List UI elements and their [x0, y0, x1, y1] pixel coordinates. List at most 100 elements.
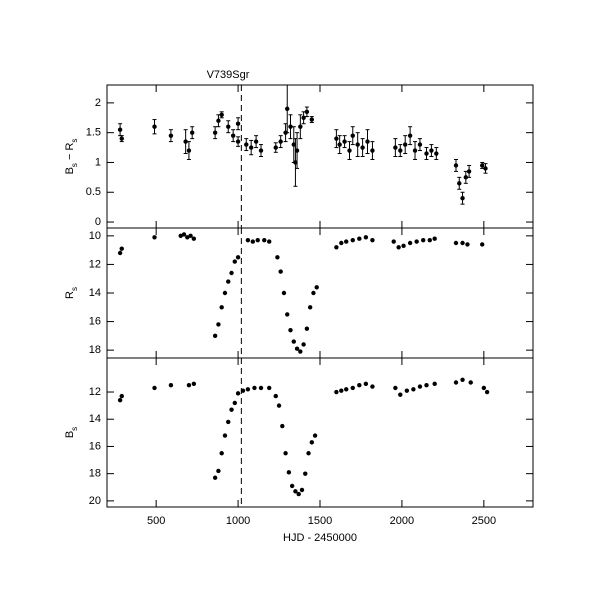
data-point [334, 245, 339, 250]
data-point [393, 145, 398, 150]
data-point [216, 468, 221, 474]
data-point [216, 322, 221, 327]
data-point [232, 400, 237, 406]
data-point [334, 136, 339, 141]
data-point [280, 423, 285, 429]
data-point [350, 385, 355, 391]
data-point [278, 139, 283, 144]
data-point [298, 124, 303, 129]
data-point [357, 236, 362, 241]
data-point [417, 384, 423, 389]
data-point [314, 285, 319, 290]
data-point [240, 388, 246, 393]
data-point [178, 233, 183, 239]
y-label-part: s [70, 139, 79, 143]
data-point [363, 381, 369, 387]
data-point [232, 259, 237, 264]
data-point [245, 387, 251, 392]
data-point [309, 117, 315, 122]
data-point [412, 148, 418, 153]
y-tick-label: 18 [89, 468, 101, 480]
data-point [370, 384, 375, 389]
data-point [453, 163, 459, 168]
data-point [309, 440, 315, 445]
data-point [283, 451, 288, 456]
data-point [219, 305, 224, 310]
panel-frame [106, 84, 534, 229]
data-point [229, 270, 234, 276]
data-point [393, 385, 398, 391]
data-point [432, 236, 437, 241]
data-point [245, 237, 251, 243]
data-point [212, 333, 218, 339]
data-point [235, 139, 241, 144]
data-point [342, 139, 347, 144]
data-point [365, 139, 370, 144]
data-point [427, 237, 432, 243]
data-point [303, 471, 308, 476]
data-point [222, 433, 228, 438]
y-tick-label: 20 [89, 495, 101, 507]
data-point [481, 385, 487, 391]
y-tick-label: 14 [89, 413, 101, 425]
data-point [186, 148, 192, 153]
data-point [404, 388, 410, 393]
x-tick-label: 1000 [226, 515, 250, 527]
data-point [398, 392, 403, 397]
data-point [190, 130, 195, 135]
data-point [152, 235, 157, 240]
data-point [117, 250, 123, 256]
data-point [219, 451, 224, 456]
data-point [117, 397, 123, 403]
data-point [411, 387, 416, 392]
data-point [152, 385, 157, 391]
data-point [344, 239, 349, 244]
data-point [480, 163, 485, 168]
data-point [350, 237, 355, 243]
data-point [285, 106, 290, 112]
data-point [119, 393, 124, 399]
data-point [304, 109, 310, 115]
data-point [183, 139, 188, 144]
data-point [306, 451, 311, 456]
data-point [293, 160, 298, 165]
data-point [293, 489, 298, 494]
data-point [457, 181, 462, 186]
data-point [117, 127, 123, 132]
x-tick-label: 1500 [308, 515, 332, 527]
data-point [357, 383, 362, 388]
data-point [312, 433, 318, 438]
data-point [226, 124, 231, 129]
y-label-part: B [64, 431, 76, 438]
data-point [250, 239, 256, 244]
data-point [307, 305, 313, 310]
data-point [253, 139, 259, 144]
data-point [291, 339, 296, 344]
data-point [212, 130, 218, 135]
data-point [460, 196, 465, 201]
data-point [460, 377, 465, 382]
data-point [299, 487, 305, 493]
data-point [339, 240, 344, 246]
data-point [216, 118, 221, 123]
y-tick-label: 1 [95, 156, 101, 168]
data-point [273, 393, 278, 399]
data-point [288, 124, 293, 129]
data-point [344, 387, 349, 392]
data-point [267, 385, 272, 391]
y-label-part: s [70, 163, 79, 167]
y-tick-label: 0 [95, 216, 101, 228]
data-point [468, 380, 473, 385]
data-point [432, 381, 437, 387]
data-point [152, 124, 157, 129]
data-point [396, 245, 401, 250]
y-tick-label: 1.5 [86, 127, 101, 139]
data-point [168, 383, 174, 388]
data-point [276, 403, 282, 408]
data-point [181, 232, 187, 237]
data-point [337, 142, 342, 147]
data-point [350, 133, 355, 138]
data-point [301, 115, 306, 120]
data-point [460, 240, 465, 246]
y-tick-label: 10 [89, 230, 101, 242]
